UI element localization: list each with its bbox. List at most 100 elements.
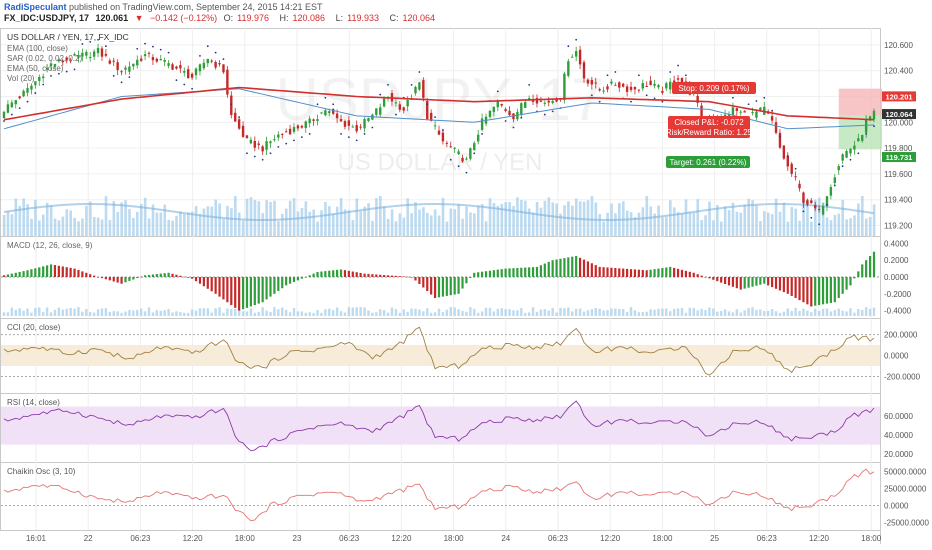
volume-bar xyxy=(516,197,519,236)
macd-volume-bar xyxy=(104,308,108,316)
candle-body xyxy=(104,53,108,56)
macd-histogram-bar xyxy=(316,271,319,277)
candle-body xyxy=(112,60,115,62)
macd-volume-bar xyxy=(57,307,61,316)
candle-body xyxy=(680,77,684,83)
macd-histogram-bar xyxy=(191,277,194,279)
macd-volume-bar xyxy=(445,309,449,316)
macd-histogram-bar xyxy=(614,268,617,277)
candle-body xyxy=(543,102,547,104)
candle-body xyxy=(343,121,347,127)
sar-dot xyxy=(637,74,640,77)
macd-volume-bar xyxy=(492,311,496,316)
price-legend-entry: EMA (50, close) xyxy=(7,64,64,73)
candle-body xyxy=(292,127,296,132)
sar-dot xyxy=(543,113,546,116)
macd-volume-bar xyxy=(100,308,104,316)
candle-body xyxy=(524,102,527,108)
macd-volume-bar xyxy=(692,308,695,316)
candle-body xyxy=(406,100,409,107)
volume-bar xyxy=(614,213,617,236)
macd-volume-bar xyxy=(786,308,789,316)
volume-bar xyxy=(304,201,308,236)
candle-body xyxy=(49,63,53,67)
volume-bar xyxy=(308,211,312,236)
macd-volume-bar xyxy=(269,311,272,316)
macd-histogram-bar xyxy=(281,277,284,289)
macd-volume-bar xyxy=(85,308,88,316)
volume-bar xyxy=(645,196,649,236)
volume-bar xyxy=(794,208,798,236)
volume-bar xyxy=(6,211,10,236)
candle-body xyxy=(453,147,456,149)
macd-histogram-bar xyxy=(528,267,531,277)
macd-histogram-bar xyxy=(688,271,691,277)
macd-histogram-bar xyxy=(422,277,425,288)
candle-body xyxy=(300,125,304,128)
volume-bar xyxy=(245,198,249,236)
candle-body xyxy=(73,54,76,56)
macd-histogram-bar xyxy=(10,273,13,277)
macd-histogram-bar xyxy=(253,277,256,306)
volume-bar xyxy=(669,200,672,236)
candle-body xyxy=(414,86,417,94)
candle-body xyxy=(770,116,774,121)
macd-volume-bar xyxy=(379,309,382,316)
sar-dot xyxy=(590,94,593,97)
macd-histogram-bar xyxy=(104,277,107,280)
candle-body xyxy=(10,102,14,108)
macd-histogram-bar xyxy=(336,269,339,277)
macd-histogram-bar xyxy=(269,277,272,297)
macd-volume-bar xyxy=(331,310,335,316)
volume-bar xyxy=(296,211,300,236)
macd-volume-bar xyxy=(625,311,629,316)
macd-volume-bar xyxy=(567,307,570,316)
macd-histogram-bar xyxy=(375,274,378,277)
sar-dot xyxy=(779,135,781,138)
price-badge-label: 120.201 xyxy=(885,92,912,101)
volume-bar xyxy=(406,198,410,236)
sar-dot xyxy=(246,152,248,155)
volume-bar xyxy=(194,206,198,236)
macd-volume-bar xyxy=(89,311,92,316)
candle-body xyxy=(845,151,848,158)
volume-bar xyxy=(2,214,6,236)
macd-volume-bar xyxy=(853,312,856,316)
volume-bar xyxy=(218,203,221,236)
candle-body xyxy=(206,58,209,64)
macd-volume-bar xyxy=(508,309,511,316)
time-tick-label: 16:01 xyxy=(26,534,47,543)
time-tick-label: 12:20 xyxy=(600,534,621,543)
volume-bar xyxy=(543,200,547,236)
candle-body xyxy=(418,82,421,90)
volume-bar xyxy=(120,202,123,236)
macd-histogram-bar xyxy=(445,277,448,296)
macd-histogram-bar xyxy=(65,267,68,277)
macd-volume-bar xyxy=(657,308,660,316)
sar-dot xyxy=(504,120,507,122)
macd-volume-bar xyxy=(527,312,531,316)
sar-dot xyxy=(253,155,256,158)
candle-body xyxy=(437,130,441,135)
macd-histogram-bar xyxy=(386,275,390,277)
volume-bar xyxy=(136,211,139,236)
cci-tick-label: 200.0000 xyxy=(884,331,918,340)
macd-histogram-bar xyxy=(441,277,445,297)
macd-volume-bar xyxy=(234,308,237,316)
macd-histogram-bar xyxy=(457,277,460,294)
candle-body xyxy=(563,73,566,101)
sar-dot xyxy=(355,139,358,142)
macd-volume-bar xyxy=(175,311,178,316)
author-link[interactable]: RadiSpeculant xyxy=(4,2,67,12)
volume-bar xyxy=(512,206,515,236)
sar-dot xyxy=(347,136,350,139)
target-zone xyxy=(838,115,882,150)
sar-dot xyxy=(755,100,758,102)
macd-histogram-bar xyxy=(69,267,72,277)
sar-dot xyxy=(269,152,272,155)
macd-volume-bar xyxy=(206,308,209,316)
sar-dot xyxy=(653,97,656,100)
volume-bar xyxy=(237,212,241,236)
candle-body xyxy=(469,148,472,159)
